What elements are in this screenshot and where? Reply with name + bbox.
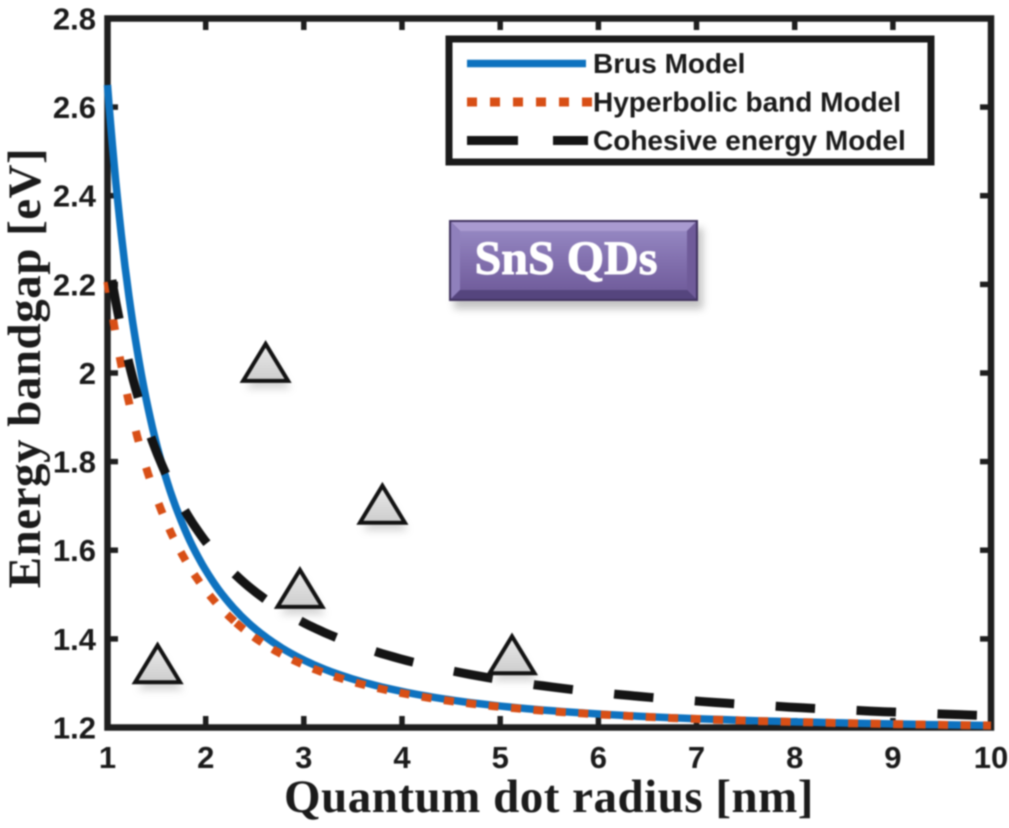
svg-text:Energy bandgap [eV]: Energy bandgap [eV] (0, 148, 51, 588)
svg-text:Hyperbolic band Model: Hyperbolic band Model (593, 87, 901, 118)
svg-text:1: 1 (99, 740, 116, 775)
svg-text:1.8: 1.8 (53, 445, 96, 480)
svg-text:2.4: 2.4 (53, 179, 97, 214)
svg-text:Quantum dot radius [nm]: Quantum dot radius [nm] (284, 771, 814, 823)
svg-text:6: 6 (590, 740, 607, 775)
svg-text:SnS QDs: SnS QDs (475, 232, 658, 285)
svg-text:3: 3 (295, 740, 312, 775)
svg-text:9: 9 (884, 740, 901, 775)
svg-text:2: 2 (197, 740, 214, 775)
svg-text:8: 8 (786, 740, 803, 775)
svg-text:2.2: 2.2 (53, 267, 96, 302)
svg-text:1.2: 1.2 (53, 711, 96, 746)
svg-text:1.6: 1.6 (53, 533, 96, 568)
svg-text:2.6: 2.6 (53, 90, 96, 125)
svg-text:4: 4 (393, 740, 411, 775)
svg-text:7: 7 (688, 740, 705, 775)
svg-text:10: 10 (974, 740, 1008, 775)
svg-text:2: 2 (79, 356, 96, 391)
svg-text:2.8: 2.8 (53, 2, 96, 37)
svg-text:Cohesive energy Model: Cohesive energy Model (593, 125, 906, 156)
svg-text:5: 5 (492, 740, 509, 775)
svg-text:Brus Model: Brus Model (593, 48, 745, 79)
svg-text:1.4: 1.4 (53, 622, 97, 657)
